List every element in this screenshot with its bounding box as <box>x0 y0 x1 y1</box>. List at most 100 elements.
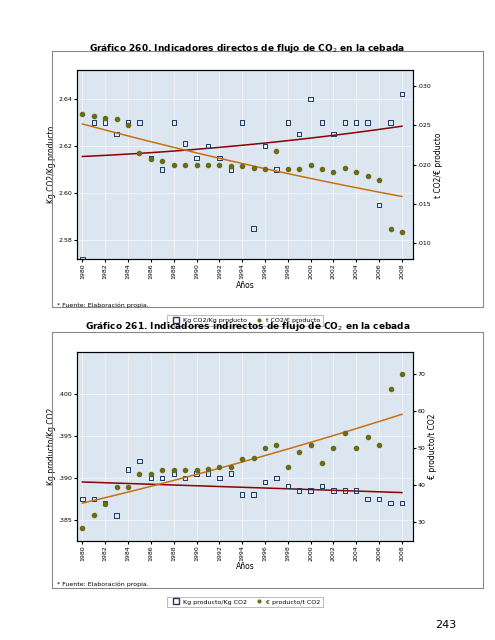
Legend: Kg CO2/Kg producto, t CO2/€ producto: Kg CO2/Kg producto, t CO2/€ producto <box>167 315 323 326</box>
Point <box>352 485 360 495</box>
Point <box>341 428 349 438</box>
Point <box>101 113 109 123</box>
Point <box>272 440 280 450</box>
Point <box>238 117 246 127</box>
Point <box>261 477 269 487</box>
Point <box>261 164 269 174</box>
Point <box>375 200 383 210</box>
Point <box>215 461 223 472</box>
Point <box>101 117 109 127</box>
Text: Gráfico 260. Indicadores directos de flujo de CO$_2$ en la cebada: Gráfico 260. Indicadores directos de flu… <box>90 42 405 54</box>
Point <box>249 490 257 500</box>
Point <box>307 440 315 450</box>
Point <box>170 465 178 476</box>
Point <box>318 117 326 127</box>
Point <box>101 499 109 509</box>
Point <box>79 493 87 504</box>
Point <box>113 114 121 124</box>
Point <box>215 152 223 163</box>
Point <box>307 93 315 104</box>
Point <box>124 482 132 492</box>
Point <box>90 493 98 504</box>
Point <box>147 469 155 479</box>
Y-axis label: t CO2/€ producto: t CO2/€ producto <box>434 132 443 198</box>
Point <box>284 481 292 492</box>
Point <box>318 458 326 468</box>
Point <box>147 473 155 483</box>
Legend: Kg producto/Kg CO2, € producto/t CO2: Kg producto/Kg CO2, € producto/t CO2 <box>167 596 323 607</box>
Point <box>227 461 235 472</box>
Point <box>158 156 166 166</box>
Y-axis label: € producto/t CO2: € producto/t CO2 <box>428 413 437 479</box>
Point <box>318 164 326 174</box>
Point <box>215 160 223 170</box>
Point <box>227 161 235 172</box>
Point <box>79 523 87 533</box>
Point <box>375 440 383 450</box>
Point <box>295 447 303 457</box>
Point <box>238 454 246 465</box>
Point <box>387 117 395 127</box>
Point <box>364 493 372 504</box>
Y-axis label: Kg producto/Kg CO2: Kg producto/Kg CO2 <box>47 408 56 485</box>
Point <box>215 473 223 483</box>
Point <box>295 164 303 174</box>
X-axis label: Años: Años <box>236 280 254 290</box>
Point <box>124 117 132 127</box>
Text: * Fuente: Elaboración propia.: * Fuente: Elaboración propia. <box>57 302 148 308</box>
Point <box>398 227 406 237</box>
Point <box>90 111 98 121</box>
Point <box>387 224 395 234</box>
Point <box>113 129 121 140</box>
Point <box>295 129 303 140</box>
Point <box>341 163 349 173</box>
Point <box>113 482 121 492</box>
Point <box>79 109 87 119</box>
Point <box>181 465 189 476</box>
Point <box>193 468 200 479</box>
Point <box>387 384 395 394</box>
Point <box>158 465 166 476</box>
Point <box>193 465 200 476</box>
Point <box>330 129 338 140</box>
Point <box>136 456 144 466</box>
Point <box>147 154 155 164</box>
Point <box>352 443 360 453</box>
Point <box>307 485 315 495</box>
Point <box>272 145 280 156</box>
Point <box>79 254 87 264</box>
Point <box>90 117 98 127</box>
Point <box>318 481 326 492</box>
Point <box>398 498 406 508</box>
Point <box>249 223 257 234</box>
Point <box>330 485 338 495</box>
Point <box>136 148 144 158</box>
Point <box>136 469 144 479</box>
Point <box>307 160 315 170</box>
Point <box>90 510 98 520</box>
Point <box>193 160 200 170</box>
Point <box>101 498 109 508</box>
Point <box>124 465 132 475</box>
Point <box>204 141 212 151</box>
Point <box>158 473 166 483</box>
X-axis label: Años: Años <box>236 562 254 572</box>
Point <box>398 369 406 380</box>
Point <box>158 164 166 175</box>
Point <box>170 468 178 479</box>
Point <box>204 160 212 170</box>
Text: 243: 243 <box>436 621 457 630</box>
Point <box>284 117 292 127</box>
Point <box>227 164 235 175</box>
Point <box>364 171 372 181</box>
Point <box>398 89 406 99</box>
Point <box>364 117 372 127</box>
Point <box>204 468 212 479</box>
Point <box>272 473 280 483</box>
Point <box>341 485 349 495</box>
Point <box>272 164 280 175</box>
Point <box>352 167 360 177</box>
Point <box>284 164 292 174</box>
Point <box>261 141 269 151</box>
Y-axis label: Kg CO2/Kg producto: Kg CO2/Kg producto <box>47 126 56 204</box>
